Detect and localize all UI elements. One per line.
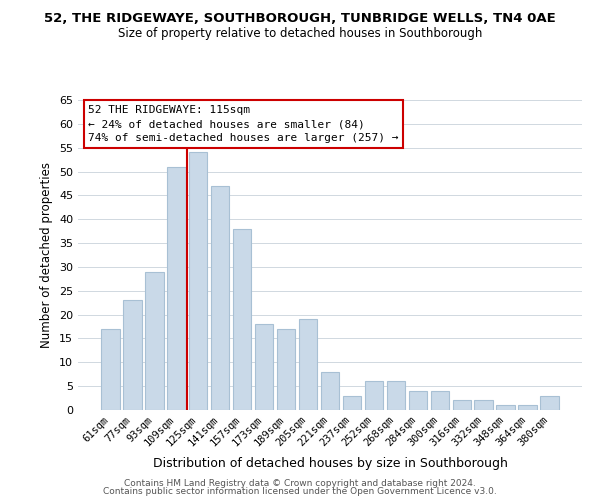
Bar: [409, 391, 427, 410]
Text: Contains public sector information licensed under the Open Government Licence v3: Contains public sector information licen…: [103, 487, 497, 496]
Bar: [475, 400, 493, 410]
Bar: [277, 329, 295, 410]
Bar: [167, 167, 185, 410]
Bar: [233, 229, 251, 410]
Text: Contains HM Land Registry data © Crown copyright and database right 2024.: Contains HM Land Registry data © Crown c…: [124, 478, 476, 488]
Bar: [343, 396, 361, 410]
Bar: [145, 272, 164, 410]
Text: 52, THE RIDGEWAYE, SOUTHBOROUGH, TUNBRIDGE WELLS, TN4 0AE: 52, THE RIDGEWAYE, SOUTHBOROUGH, TUNBRID…: [44, 12, 556, 26]
Bar: [320, 372, 340, 410]
Bar: [496, 405, 515, 410]
Bar: [211, 186, 229, 410]
Bar: [101, 329, 119, 410]
X-axis label: Distribution of detached houses by size in Southborough: Distribution of detached houses by size …: [152, 457, 508, 470]
Text: 52 THE RIDGEWAYE: 115sqm
← 24% of detached houses are smaller (84)
74% of semi-d: 52 THE RIDGEWAYE: 115sqm ← 24% of detach…: [88, 104, 398, 144]
Bar: [452, 400, 471, 410]
Bar: [123, 300, 142, 410]
Bar: [189, 152, 208, 410]
Bar: [365, 382, 383, 410]
Bar: [431, 391, 449, 410]
Bar: [386, 382, 405, 410]
Bar: [541, 396, 559, 410]
Y-axis label: Number of detached properties: Number of detached properties: [40, 162, 53, 348]
Text: Size of property relative to detached houses in Southborough: Size of property relative to detached ho…: [118, 28, 482, 40]
Bar: [299, 320, 317, 410]
Bar: [255, 324, 274, 410]
Bar: [518, 405, 537, 410]
